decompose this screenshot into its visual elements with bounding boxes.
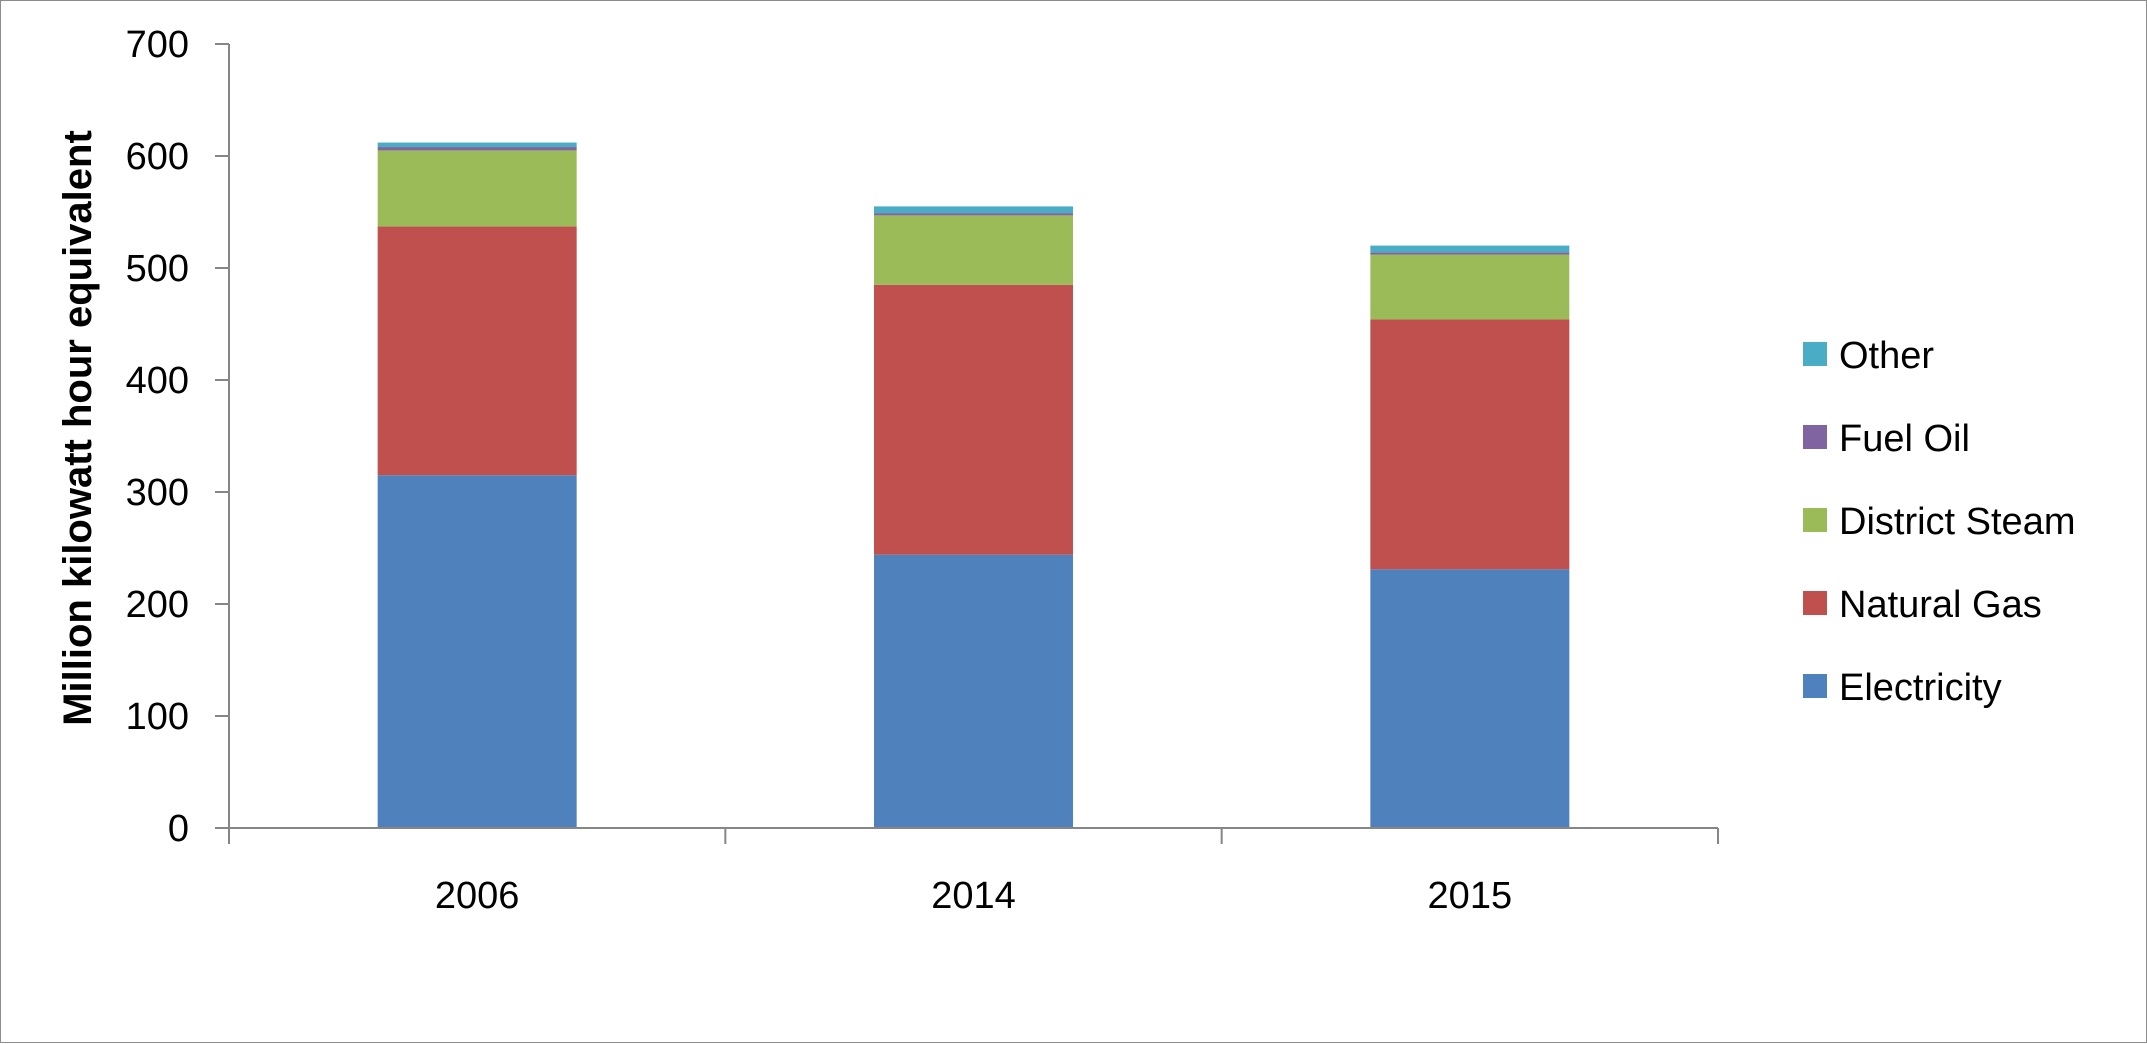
bar-segment-electricity bbox=[377, 475, 577, 828]
bars-layer bbox=[377, 142, 1570, 828]
bar-segment-other bbox=[377, 142, 577, 148]
axes-layer bbox=[228, 44, 1718, 829]
x-tick-label: 2014 bbox=[931, 875, 1016, 917]
bar-segment-fuel-oil bbox=[874, 213, 1073, 216]
legend-label: Fuel Oil bbox=[1839, 418, 1970, 460]
bar-segment-district-steam bbox=[1370, 254, 1570, 320]
legend-label: District Steam bbox=[1839, 501, 2075, 543]
bar-segment-district-steam bbox=[874, 215, 1073, 285]
x-tick-label: 2015 bbox=[1428, 875, 1513, 917]
bar-segment-natural-gas bbox=[874, 284, 1073, 555]
legend-swatch-fuel-oil bbox=[1803, 425, 1827, 449]
bar-segment-electricity bbox=[1370, 569, 1570, 828]
y-tick-label: 100 bbox=[126, 696, 189, 738]
y-tick-label: 600 bbox=[126, 136, 189, 178]
y-tick-label: 500 bbox=[126, 248, 189, 290]
x-axis-ticks: 2006 2014 2015 bbox=[228, 828, 1719, 917]
legend-label: Natural Gas bbox=[1839, 584, 2042, 626]
legend-swatch-other bbox=[1803, 342, 1827, 366]
legend-swatch-district-steam bbox=[1803, 508, 1827, 532]
y-tick-label: 400 bbox=[126, 360, 189, 402]
bar-segment-other bbox=[1370, 245, 1570, 253]
bar-segment-electricity bbox=[874, 554, 1073, 828]
bar-segment-fuel-oil bbox=[1370, 252, 1570, 255]
y-tick-label: 300 bbox=[126, 472, 189, 514]
y-axis-title: Million kilowatt hour equivalent bbox=[56, 130, 100, 726]
x-tick-label: 2006 bbox=[435, 875, 520, 917]
y-tick-label: 0 bbox=[168, 808, 189, 850]
y-tick-label: 700 bbox=[126, 24, 189, 66]
bar-segment-natural-gas bbox=[1370, 319, 1570, 570]
legend-swatch-electricity bbox=[1803, 674, 1827, 698]
legend-label: Electricity bbox=[1839, 667, 2002, 709]
bar-segment-district-steam bbox=[377, 150, 577, 227]
bar-segment-natural-gas bbox=[377, 226, 577, 476]
y-axis-ticks: 0 100 200 300 400 500 600 700 bbox=[126, 24, 229, 850]
legend-label: Other bbox=[1839, 335, 1934, 377]
bar-segment-fuel-oil bbox=[377, 147, 577, 151]
y-tick-label: 200 bbox=[126, 584, 189, 626]
bar-segment-other bbox=[874, 206, 1073, 214]
legend: Other Fuel Oil District Steam Natural Gas El… bbox=[1803, 335, 2075, 709]
legend-swatch-natural-gas bbox=[1803, 591, 1827, 615]
